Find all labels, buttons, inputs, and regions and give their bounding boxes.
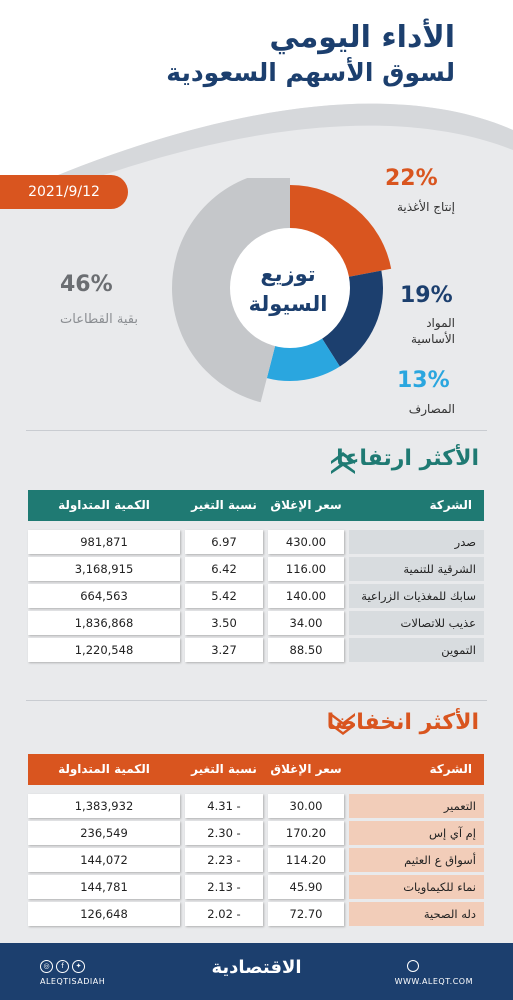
double-chevron-down-icon [331, 713, 355, 735]
gainers-title: الأكثر ارتفاعا [336, 446, 479, 471]
cell-close: 30.00 [268, 794, 344, 818]
double-chevron-up-icon [331, 452, 355, 474]
cell-change: 2.30 - [185, 821, 263, 845]
cell-close: 34.00 [268, 611, 344, 635]
cell-close: 116.00 [268, 557, 344, 581]
col-header-name: الشركة [429, 498, 472, 512]
col-header-name: الشركة [429, 762, 472, 776]
cell-change: 6.97 [185, 530, 263, 554]
cell-change: 5.42 [185, 584, 263, 608]
cell-change: 2.23 - [185, 848, 263, 872]
donut-center-title: توزيع [260, 262, 316, 286]
cell-volume: 1,836,868 [28, 611, 180, 635]
cell-close: 140.00 [268, 584, 344, 608]
col-header-close: سعر الإغلاق [270, 762, 342, 776]
cell-company: أسواق ع العثيم [349, 848, 484, 872]
instagram-icon[interactable]: ◎ [40, 960, 53, 973]
cell-close: 88.50 [268, 638, 344, 662]
globe-icon [407, 960, 419, 972]
table-row: 126,648 2.02 -72.70 دله الصحية [28, 902, 484, 926]
twitter-icon[interactable]: ✦ [72, 960, 85, 973]
table-row: 1,220,548 3.27 88.50 التموين [28, 638, 484, 662]
cell-volume: 3,168,915 [28, 557, 180, 581]
col-header-volume: الكمية المتداولة [58, 762, 150, 776]
segment-label-others: بقية القطاعات [60, 312, 138, 327]
donut-hole [230, 228, 350, 348]
gainers-table-header: الشركة سعر الإغلاق نسبة التغير % الكمية … [28, 490, 484, 543]
cell-close: 430.00 [268, 530, 344, 554]
table-row: 1,836,868 3.50 34.00 عذيب للاتصالات [28, 611, 484, 635]
cell-volume: 981,871 [28, 530, 180, 554]
page-title: الأداء اليومي [269, 20, 455, 55]
cell-close: 114.20 [268, 848, 344, 872]
brand-logo: الاقتصادية [211, 957, 302, 978]
cell-change: 4.31 - [185, 794, 263, 818]
table-row: 144,072 2.23 -114.20 أسواق ع العثيم [28, 848, 484, 872]
cell-close: 45.90 [268, 875, 344, 899]
cell-company: إم آي إس [349, 821, 484, 845]
cell-company: دله الصحية [349, 902, 484, 926]
table-row: 664,563 5.42 140.00 سابك للمغذيات الزراعية [28, 584, 484, 608]
col-header-volume: الكمية المتداولة [58, 498, 150, 512]
footer: ◎ f ✦ ALEQTISADIAH الاقتصادية WWW.ALEQT.… [0, 943, 513, 1000]
cell-change: 2.13 - [185, 875, 263, 899]
col-header-change: نسبة التغير % [191, 762, 257, 807]
table-row: 3,168,915 6.42 116.00 الشرقية للتنمية [28, 557, 484, 581]
losers-table-header: الشركة سعر الإغلاق نسبة التغير % الكمية … [28, 754, 484, 807]
section-divider [26, 700, 487, 701]
segment-pct-banks: 13% [397, 368, 450, 393]
cell-company: نماء للكيماويات [349, 875, 484, 899]
cell-company: سابك للمغذيات الزراعية [349, 584, 484, 608]
donut-center-subtitle: السيولة [248, 292, 328, 316]
social-handle[interactable]: ALEQTISADIAH [40, 977, 106, 986]
losers-title: الأكثر انخفاضا [326, 710, 479, 735]
liquidity-donut-chart [172, 178, 392, 403]
table-row: 981,871 6.97 430.00 صدر [28, 530, 484, 554]
segment-pct-materials: 19% [400, 283, 453, 308]
cell-change: 3.50 [185, 611, 263, 635]
col-header-change: نسبة التغير % [191, 498, 257, 543]
segment-label-materials-line2: الأساسية [411, 332, 455, 346]
website-link[interactable]: WWW.ALEQT.COM [394, 977, 473, 986]
cell-change: 3.27 [185, 638, 263, 662]
cell-company: صدر [349, 530, 484, 554]
cell-volume: 1,220,548 [28, 638, 180, 662]
segment-pct-food: 22% [385, 166, 438, 191]
cell-volume: 1,383,932 [28, 794, 180, 818]
cell-change: 6.42 [185, 557, 263, 581]
segment-label-banks: المصارف [408, 402, 455, 416]
cell-company: الشرقية للتنمية [349, 557, 484, 581]
facebook-icon[interactable]: f [56, 960, 69, 973]
cell-volume: 126,648 [28, 902, 180, 926]
col-header-close: سعر الإغلاق [270, 498, 342, 512]
page-subtitle: لسوق الأسهم السعودية [166, 58, 455, 87]
cell-close: 72.70 [268, 902, 344, 926]
section-divider [26, 430, 487, 431]
cell-change: 2.02 - [185, 902, 263, 926]
table-row: 236,549 2.30 -170.20 إم آي إس [28, 821, 484, 845]
cell-close: 170.20 [268, 821, 344, 845]
cell-volume: 144,781 [28, 875, 180, 899]
cell-company: التعمير [349, 794, 484, 818]
cell-company: التموين [349, 638, 484, 662]
cell-company: عذيب للاتصالات [349, 611, 484, 635]
segment-label-materials-line1: المواد [426, 316, 455, 330]
cell-volume: 236,549 [28, 821, 180, 845]
table-row: 1,383,932 4.31 -30.00 التعمير [28, 794, 484, 818]
table-row: 144,781 2.13 -45.90 نماء للكيماويات [28, 875, 484, 899]
cell-volume: 664,563 [28, 584, 180, 608]
date-badge: 2021/9/12 [0, 175, 128, 209]
segment-label-food: إنتاج الأغذية [396, 200, 455, 214]
cell-volume: 144,072 [28, 848, 180, 872]
segment-pct-others: 46% [60, 272, 113, 297]
